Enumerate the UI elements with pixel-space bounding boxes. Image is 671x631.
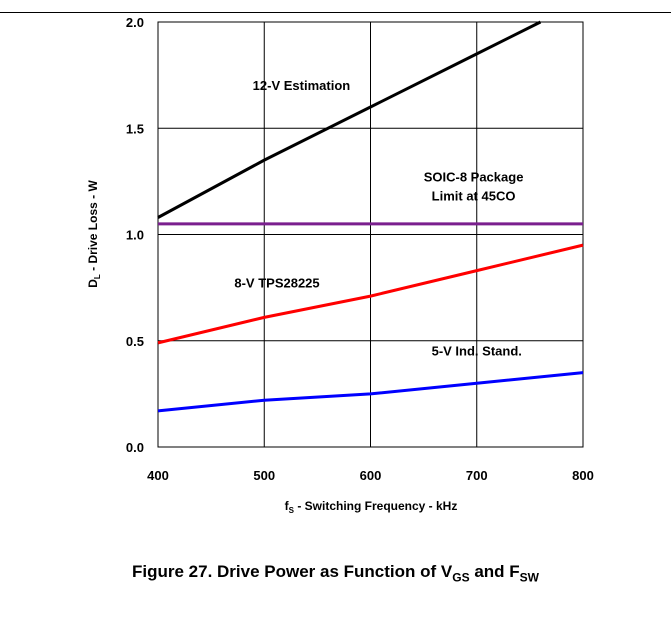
y-tick-label: 2.0 bbox=[126, 15, 144, 30]
x-tick-label: 700 bbox=[466, 468, 488, 483]
series-line-0 bbox=[157, 20, 542, 219]
y-axis-label-main: D bbox=[86, 279, 100, 288]
annotation-label: 5-V Ind. Stand. bbox=[432, 344, 522, 359]
caption-mid: and F bbox=[469, 562, 520, 581]
figure-caption: Figure 27. Drive Power as Function of VG… bbox=[0, 562, 671, 584]
x-tick-label: 600 bbox=[360, 468, 382, 483]
x-tick-label: 500 bbox=[253, 468, 275, 483]
y-tick-label: 1.5 bbox=[126, 121, 144, 136]
y-tick-label: 0.0 bbox=[126, 440, 144, 455]
y-tick-labels: 0.0 0.5 1.0 1.5 2.0 bbox=[126, 15, 144, 455]
x-axis-label-sub: S bbox=[289, 506, 295, 515]
top-rule bbox=[0, 12, 671, 13]
annotation-label: 8-V TPS28225 bbox=[234, 276, 319, 291]
annotation-label: 12-V Estimation bbox=[253, 78, 351, 93]
caption-sub-gs: GS bbox=[452, 570, 470, 585]
plot-frame bbox=[157, 21, 584, 448]
x-axis-label-rest: - Switching Frequency - kHz bbox=[294, 499, 457, 513]
series-line-3 bbox=[157, 371, 584, 413]
annotation-label: Limit at 45CO bbox=[432, 189, 516, 204]
caption-sub-sw: SW bbox=[519, 570, 539, 585]
y-axis-label-rest: - Drive Loss - W bbox=[86, 180, 100, 275]
series-line-2 bbox=[157, 243, 584, 345]
annotations: 12-V Estimation SOIC-8 Package Limit at 45… bbox=[234, 78, 523, 359]
caption-text: Figure 27. Drive Power as Function of V bbox=[132, 562, 453, 581]
drive-loss-chart: 400 500 600 700 800 0.0 0.5 1.0 1.5 2.0 12-V Est… bbox=[86, 15, 594, 515]
x-axis-label-main: f bbox=[285, 499, 290, 513]
y-tick-label: 0.5 bbox=[126, 334, 144, 349]
y-axis-label-sub: L bbox=[93, 274, 102, 279]
annotation-label: SOIC-8 Package bbox=[424, 169, 524, 184]
grid bbox=[157, 21, 584, 448]
y-axis-label: DL - Drive Loss - W bbox=[86, 180, 102, 288]
series-group bbox=[157, 20, 584, 413]
x-axis-label: fS - Switching Frequency - kHz bbox=[285, 499, 458, 515]
x-tick-label: 400 bbox=[147, 468, 169, 483]
x-tick-label: 800 bbox=[572, 468, 594, 483]
y-tick-label: 1.0 bbox=[126, 228, 144, 243]
x-tick-labels: 400 500 600 700 800 bbox=[147, 468, 594, 483]
